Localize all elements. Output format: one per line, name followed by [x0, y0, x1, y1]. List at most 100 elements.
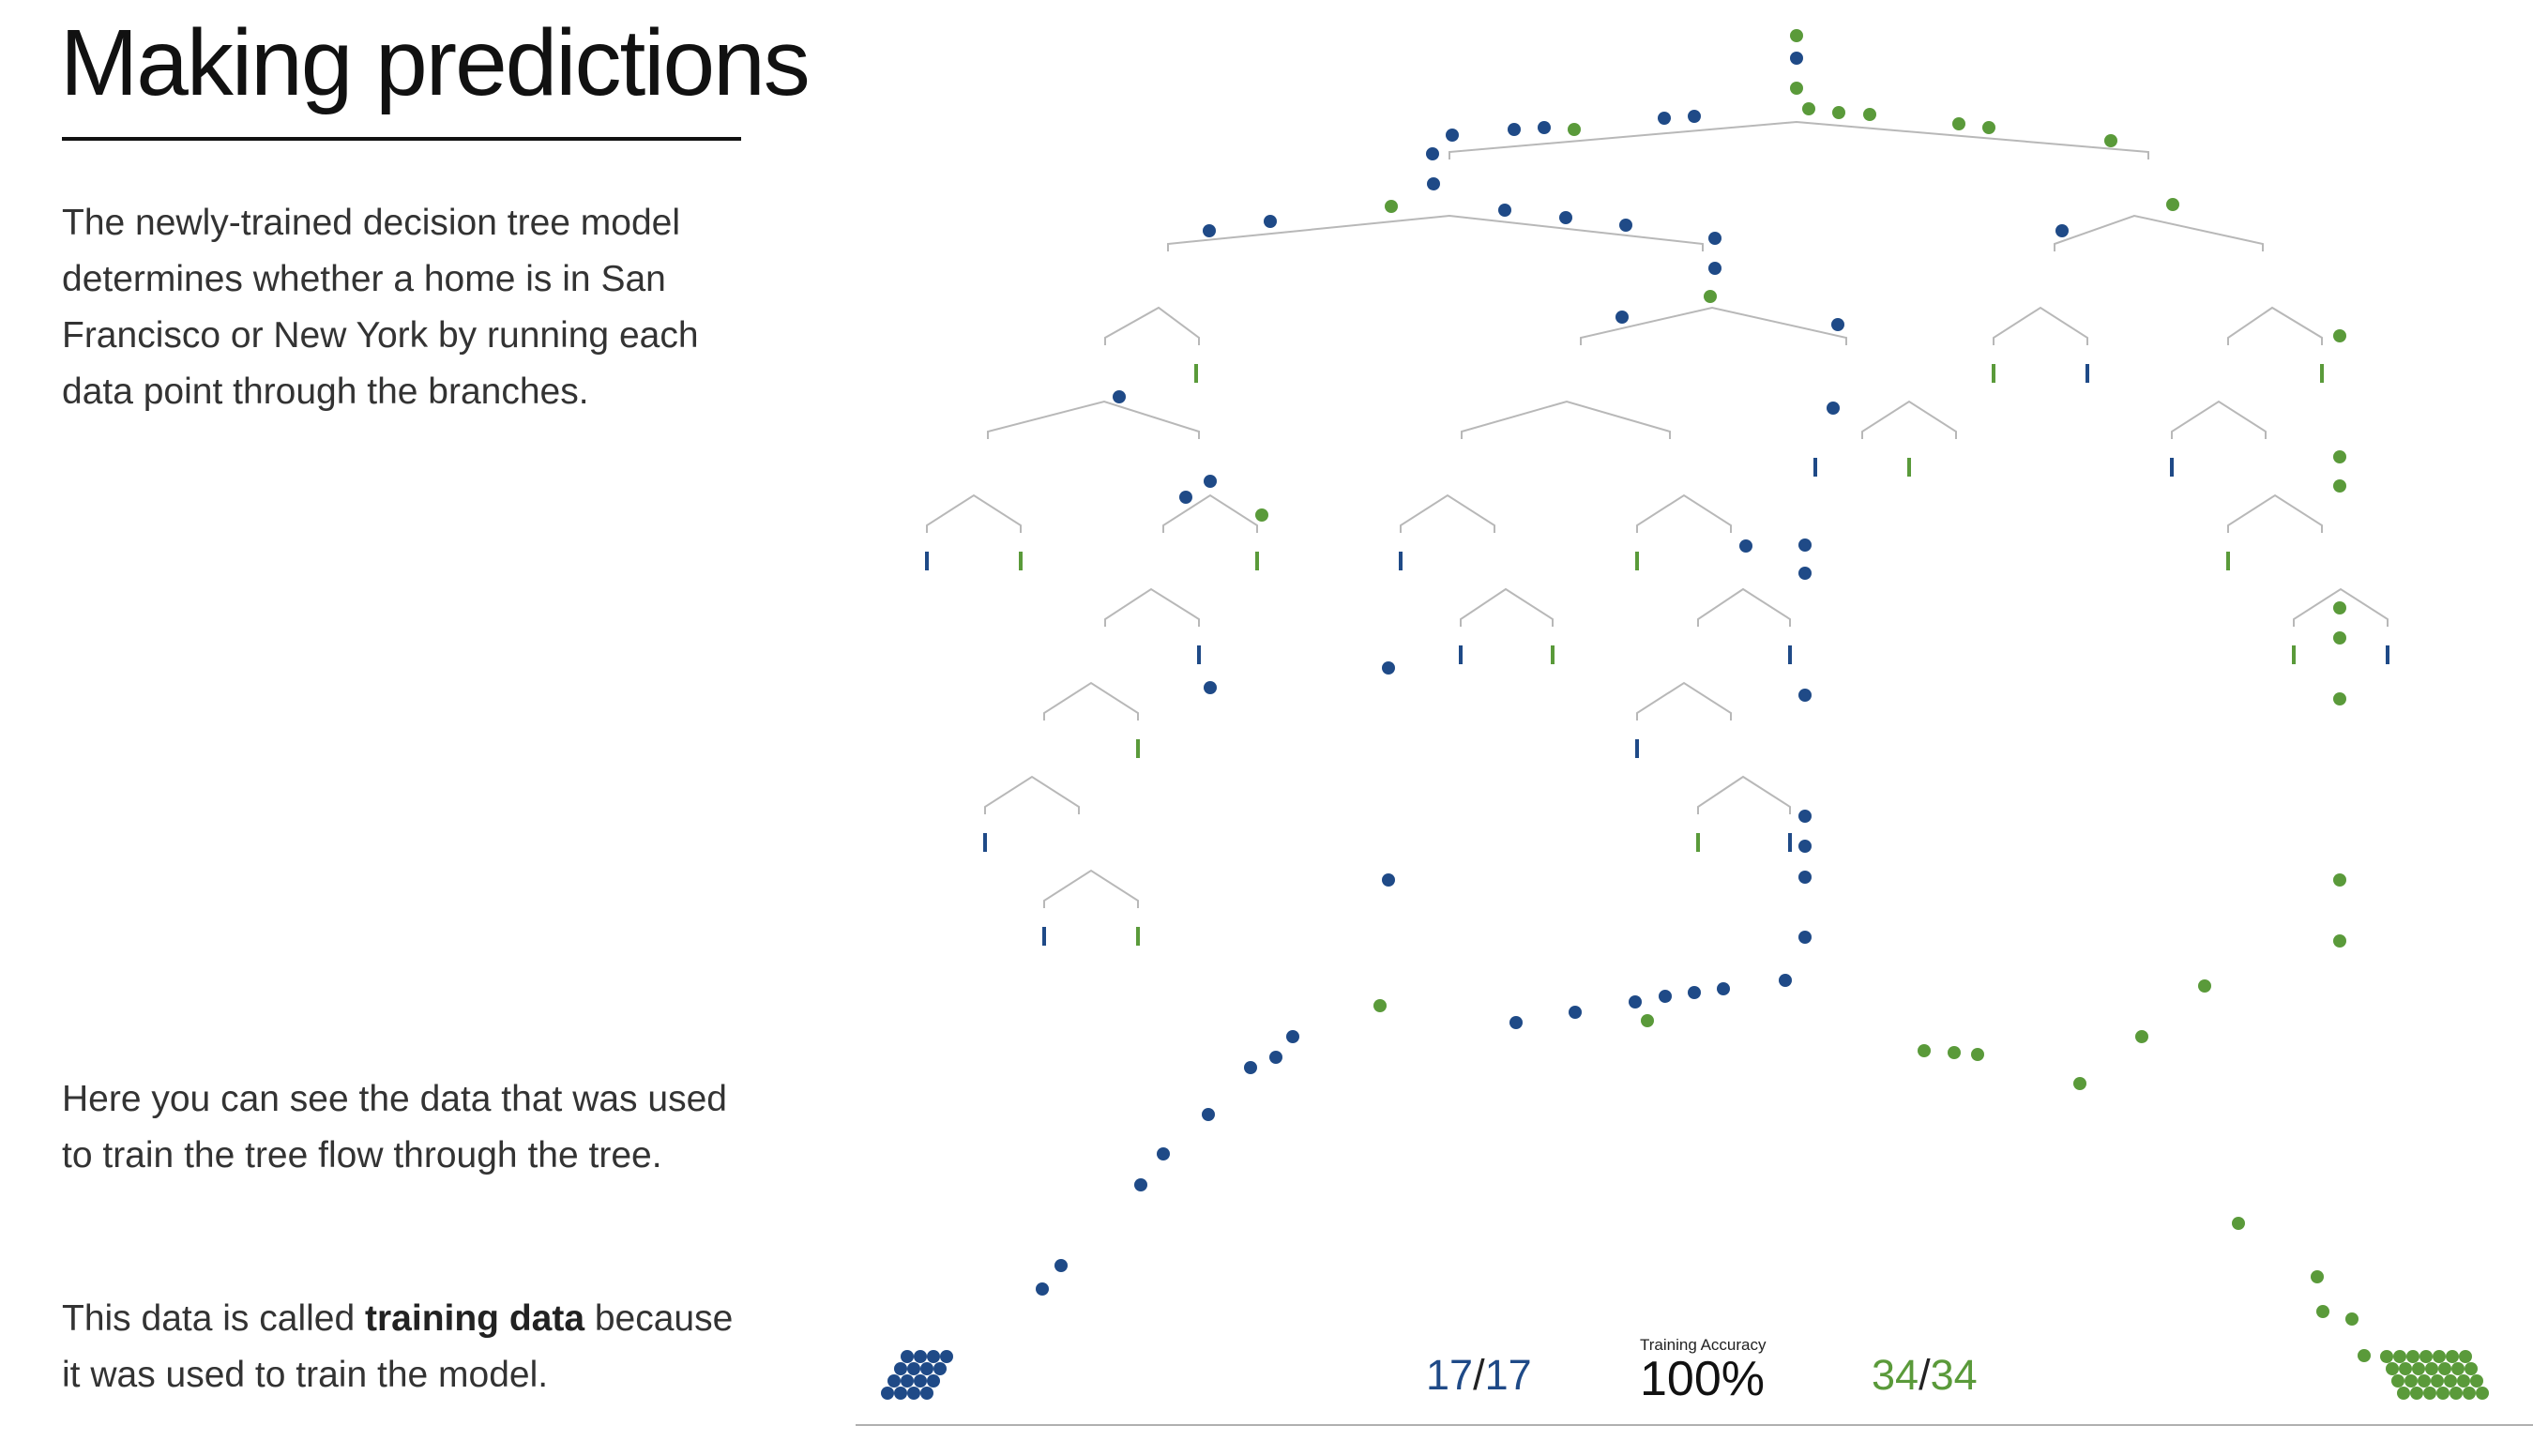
- san-francisco-pile-point: [2431, 1374, 2444, 1388]
- san-francisco-pile-point: [2412, 1362, 2425, 1375]
- san-francisco-pile-point: [2386, 1362, 2399, 1375]
- san-francisco-pile-point: [2465, 1362, 2478, 1375]
- new-york-pile-point: [914, 1350, 927, 1363]
- new-york-correct-count: 17: [1426, 1351, 1474, 1399]
- san-francisco-pile-point: [2436, 1387, 2450, 1400]
- san-francisco-pile-point: [2463, 1387, 2476, 1400]
- san-francisco-pile-point: [2393, 1350, 2406, 1363]
- san-francisco-pile-point: [2446, 1350, 2459, 1363]
- new-york-point: [1427, 177, 1440, 190]
- san-francisco-point: [1568, 123, 1581, 136]
- san-francisco-point: [1385, 200, 1398, 213]
- san-francisco-point: [2316, 1305, 2329, 1318]
- san-francisco-point: [2358, 1349, 2371, 1362]
- new-york-point: [1629, 995, 1642, 1009]
- new-york-point: [1827, 402, 1840, 415]
- san-francisco-pile-point: [2399, 1362, 2412, 1375]
- tree-branches: [926, 120, 2389, 908]
- san-francisco-point: [2333, 601, 2346, 614]
- tree-branch: [984, 775, 1080, 814]
- new-york-point: [1659, 990, 1672, 1003]
- new-york-point: [1426, 147, 1439, 160]
- san-francisco-pile-point: [2459, 1350, 2472, 1363]
- new-york-pile-point: [927, 1350, 940, 1363]
- new-york-point: [1688, 110, 1701, 123]
- san-francisco-point: [1832, 106, 1845, 119]
- san-francisco-pile-point: [2397, 1387, 2410, 1400]
- san-francisco-pile-point: [2476, 1387, 2489, 1400]
- new-york-point: [1446, 129, 1459, 142]
- san-francisco-point: [2333, 934, 2346, 948]
- san-francisco-score: 34/34: [1872, 1351, 1978, 1399]
- new-york-pile-point: [914, 1374, 927, 1388]
- training-flow-paragraph: Here you can see the data that was used …: [62, 1079, 727, 1175]
- new-york-point: [1798, 538, 1812, 552]
- new-york-point: [1798, 871, 1812, 884]
- tree-branch: [1461, 400, 1671, 439]
- san-francisco-total-count: 34: [1930, 1351, 1978, 1399]
- new-york-pile-point: [933, 1362, 947, 1375]
- training-points: [1036, 29, 2371, 1362]
- new-york-pile-point: [907, 1362, 920, 1375]
- san-francisco-pile-point: [2406, 1350, 2419, 1363]
- new-york-point: [1779, 974, 1792, 987]
- intro-paragraph: The newly-trained decision tree model de…: [62, 203, 699, 412]
- tree-branch: [1167, 214, 1704, 251]
- new-york-point: [1179, 491, 1192, 504]
- san-francisco-point: [1704, 290, 1717, 303]
- san-francisco-point: [2333, 479, 2346, 493]
- new-york-pile-point: [894, 1387, 907, 1400]
- tree-branch: [1697, 775, 1791, 814]
- san-francisco-correct-count: 34: [1872, 1351, 1919, 1399]
- new-york-pile-point: [894, 1362, 907, 1375]
- new-york-point: [1244, 1061, 1257, 1074]
- san-francisco-pile-point: [2433, 1350, 2446, 1363]
- san-francisco-point: [1802, 102, 1815, 115]
- san-francisco-point: [2073, 1077, 2086, 1090]
- san-francisco-pile-point: [2410, 1387, 2423, 1400]
- new-york-score: 17/17: [1426, 1351, 1532, 1399]
- san-francisco-pile-point: [2423, 1387, 2436, 1400]
- san-francisco-point: [1790, 82, 1803, 95]
- tree-branch: [1162, 493, 1258, 533]
- tree-branch: [2227, 493, 2323, 533]
- new-york-point: [1202, 1108, 1215, 1121]
- tree-branch: [987, 400, 1200, 439]
- tree-branch: [1636, 681, 1732, 720]
- new-york-total-count: 17: [1484, 1351, 1532, 1399]
- new-york-point: [1619, 219, 1632, 232]
- san-francisco-pile-point: [2457, 1374, 2470, 1388]
- new-york-pile-point: [881, 1387, 894, 1400]
- new-york-point: [1708, 262, 1722, 275]
- classified-point-piles: [881, 1350, 2489, 1400]
- new-york-point: [1538, 121, 1551, 134]
- training-data-paragraph: This data is called training data becaus…: [62, 1291, 737, 1403]
- san-francisco-point: [1948, 1046, 1961, 1059]
- san-francisco-point: [1971, 1048, 1984, 1061]
- san-francisco-point: [1863, 108, 1876, 121]
- san-francisco-point: [1255, 508, 1268, 522]
- training-accuracy-label: Training Accuracy: [1640, 1336, 1767, 1354]
- training-data-text-suffix: because it was used to train the model.: [62, 1298, 734, 1395]
- tree-branch: [1104, 306, 1200, 345]
- new-york-point: [2055, 224, 2069, 237]
- tree-branch: [926, 493, 1022, 533]
- new-york-point: [1708, 232, 1722, 245]
- san-francisco-point: [2232, 1217, 2245, 1230]
- new-york-pile-point: [940, 1350, 953, 1363]
- san-francisco-point: [2333, 450, 2346, 463]
- new-york-pile-point: [920, 1362, 933, 1375]
- new-york-point: [1559, 211, 1572, 224]
- san-francisco-pile-point: [2418, 1374, 2431, 1388]
- new-york-point: [1798, 567, 1812, 580]
- new-york-point: [1790, 52, 1803, 65]
- new-york-point: [1717, 982, 1730, 995]
- tree-branch: [2171, 400, 2267, 439]
- san-francisco-point: [1952, 117, 1965, 130]
- san-francisco-pile-point: [2438, 1362, 2451, 1375]
- new-york-pile-point: [927, 1374, 940, 1388]
- tree-branch: [2054, 214, 2264, 251]
- new-york-point: [1498, 204, 1511, 217]
- new-york-pile-point: [887, 1374, 901, 1388]
